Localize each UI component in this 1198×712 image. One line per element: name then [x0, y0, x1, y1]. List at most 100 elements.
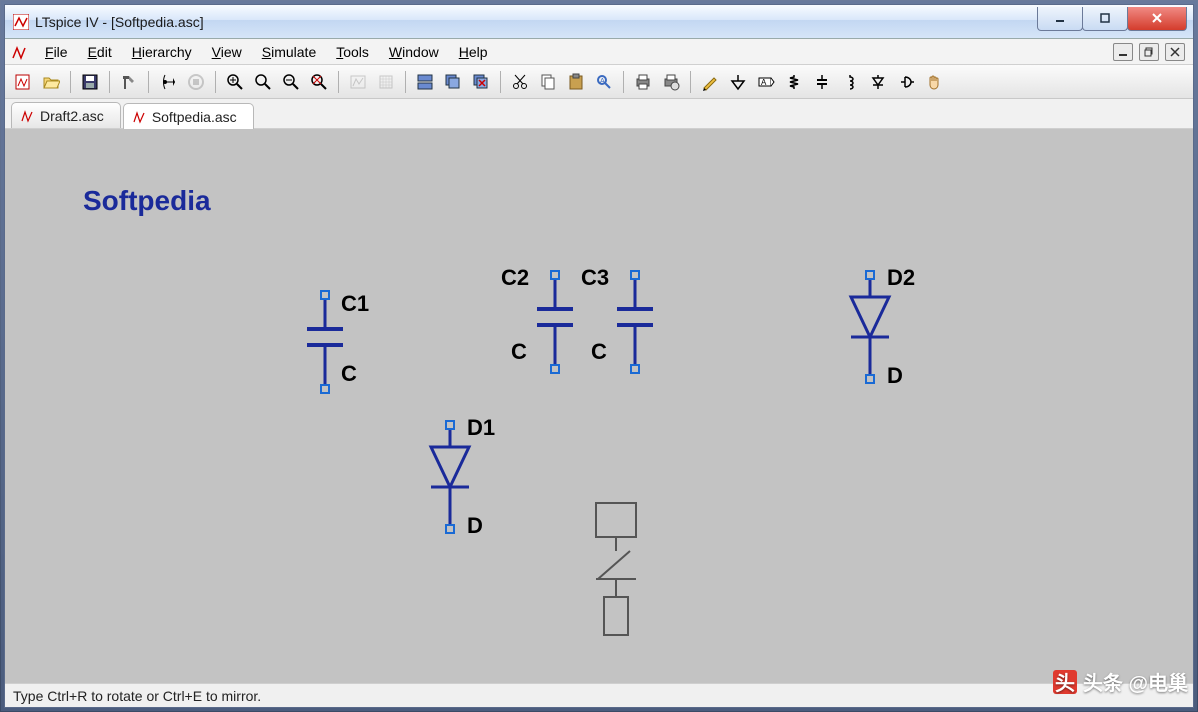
zoom-out-icon: [282, 73, 300, 91]
tool-print[interactable]: [631, 70, 655, 94]
tool-cut[interactable]: [508, 70, 532, 94]
tool-close-all[interactable]: [469, 70, 493, 94]
menu-tools[interactable]: Tools: [326, 42, 379, 62]
tool-save[interactable]: [78, 70, 102, 94]
cascade-icon: [444, 73, 462, 91]
inductor-icon: [841, 73, 859, 91]
menu-file[interactable]: File: [35, 42, 78, 62]
minimize-button[interactable]: [1037, 7, 1083, 31]
window-controls: [1038, 7, 1193, 31]
component-value-label[interactable]: C: [591, 339, 607, 365]
tool-diode[interactable]: [866, 70, 890, 94]
schematic-title-text[interactable]: Softpedia: [83, 185, 211, 217]
tab-softpedia[interactable]: Softpedia.asc: [123, 103, 254, 129]
tool-capacitor[interactable]: [810, 70, 834, 94]
menu-help[interactable]: Help: [449, 42, 498, 62]
print-setup-icon: [662, 73, 680, 91]
tool-label-net[interactable]: A: [754, 70, 778, 94]
component-name-label[interactable]: C3: [581, 265, 609, 291]
app-icon: [13, 14, 29, 30]
paste-icon: [567, 73, 585, 91]
tool-run[interactable]: [156, 70, 180, 94]
switch-icon: [582, 501, 642, 641]
open-icon: [42, 73, 60, 91]
menu-window[interactable]: Window: [379, 42, 449, 62]
component-value-label[interactable]: D: [467, 513, 483, 539]
component-value-label[interactable]: D: [887, 363, 903, 389]
tool-paste[interactable]: [564, 70, 588, 94]
mdi-close-button[interactable]: [1165, 43, 1185, 61]
svg-text:A: A: [600, 78, 605, 85]
component-value-label[interactable]: C: [511, 339, 527, 365]
schematic-file-icon: [132, 110, 146, 124]
component-c2[interactable]: C2 C: [535, 269, 575, 382]
component-name-label[interactable]: D1: [467, 415, 495, 441]
tab-label: Draft2.asc: [40, 108, 104, 124]
print-icon: [634, 73, 652, 91]
placing-component-cursor[interactable]: [582, 501, 642, 644]
menu-simulate[interactable]: Simulate: [252, 42, 326, 62]
tool-print-setup[interactable]: [659, 70, 683, 94]
tool-inductor[interactable]: [838, 70, 862, 94]
tool-control-panel[interactable]: [117, 70, 141, 94]
close-button[interactable]: [1127, 7, 1187, 31]
watermark-text: 头条 @电巢: [1083, 667, 1188, 696]
tile-icon: [416, 73, 434, 91]
component-d2[interactable]: D2 D: [845, 269, 895, 392]
menu-view[interactable]: View: [202, 42, 252, 62]
mdi-restore-button[interactable]: [1139, 43, 1159, 61]
schematic-canvas[interactable]: Softpedia C1 C C2 C C3 C D2 D D1: [5, 129, 1193, 683]
hand-icon: [925, 73, 943, 91]
tab-label: Softpedia.asc: [152, 109, 237, 125]
menu-edit[interactable]: Edit: [78, 42, 122, 62]
tool-autorange[interactable]: [346, 70, 370, 94]
component-name-label[interactable]: D2: [887, 265, 915, 291]
mdi-minimize-button[interactable]: [1113, 43, 1133, 61]
maximize-icon: [1099, 12, 1111, 24]
tool-copy[interactable]: [536, 70, 560, 94]
minimize-icon: [1054, 12, 1066, 24]
close-all-icon: [472, 73, 490, 91]
tool-new-schematic[interactable]: [11, 70, 35, 94]
ground-icon: [729, 73, 747, 91]
tool-zoom-in[interactable]: [223, 70, 247, 94]
tool-cascade[interactable]: [441, 70, 465, 94]
component-name-label[interactable]: C1: [341, 291, 369, 317]
tool-settings[interactable]: [374, 70, 398, 94]
tool-halt[interactable]: [184, 70, 208, 94]
tool-find[interactable]: A: [592, 70, 616, 94]
tool-component[interactable]: [894, 70, 918, 94]
tab-draft2[interactable]: Draft2.asc: [11, 102, 121, 128]
tool-open[interactable]: [39, 70, 63, 94]
maximize-button[interactable]: [1082, 7, 1128, 31]
toutiao-logo-icon: 头: [1053, 670, 1077, 694]
component-c3[interactable]: C3 C: [615, 269, 655, 382]
window-title: LTspice IV - [Softpedia.asc]: [35, 14, 204, 30]
mdi-controls: [1113, 43, 1187, 61]
document-tabs: Draft2.asc Softpedia.asc: [5, 99, 1193, 129]
menu-hierarchy[interactable]: Hierarchy: [122, 42, 202, 62]
tool-draw-wire[interactable]: [698, 70, 722, 94]
halt-icon: [187, 73, 205, 91]
tool-tile[interactable]: [413, 70, 437, 94]
zoom-pan-icon: [254, 73, 272, 91]
menubar: File Edit Hierarchy View Simulate Tools …: [5, 39, 1193, 65]
component-value-label[interactable]: C: [341, 361, 357, 387]
app-window: LTspice IV - [Softpedia.asc] File Edit H…: [4, 4, 1194, 708]
tool-move[interactable]: [922, 70, 946, 94]
tool-zoom-out[interactable]: [279, 70, 303, 94]
component-c1[interactable]: C1 C: [305, 289, 345, 402]
tool-resistor[interactable]: [782, 70, 806, 94]
component-icon: [897, 73, 915, 91]
copy-icon: [539, 73, 557, 91]
tool-zoom-pan[interactable]: [251, 70, 275, 94]
save-icon: [81, 73, 99, 91]
tool-ground[interactable]: [726, 70, 750, 94]
svg-text:A: A: [761, 78, 767, 87]
run-icon: [159, 73, 177, 91]
component-d1[interactable]: D1 D: [425, 419, 475, 542]
component-name-label[interactable]: C2: [501, 265, 529, 291]
status-text: Type Ctrl+R to rotate or Ctrl+E to mirro…: [13, 688, 261, 704]
tool-zoom-fit[interactable]: [307, 70, 331, 94]
schematic-file-icon: [20, 109, 34, 123]
